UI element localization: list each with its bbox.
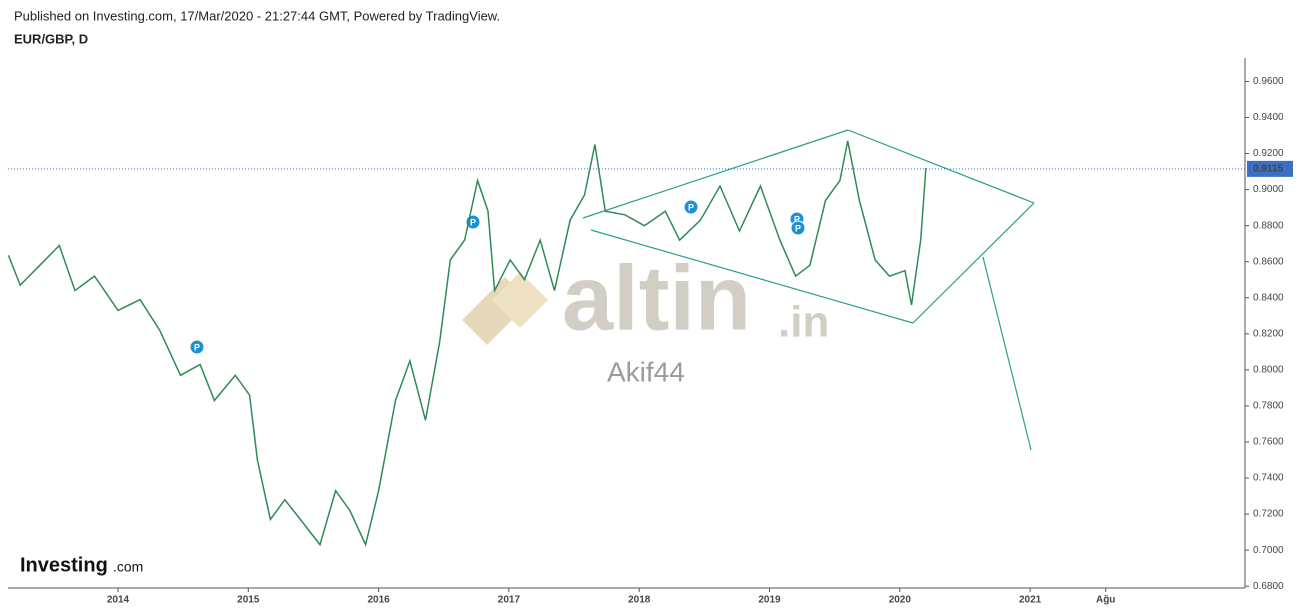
y-tick-label: 0.7000 xyxy=(1253,545,1284,556)
y-tick-label: 0.7200 xyxy=(1253,509,1284,520)
y-tick-label: 0.7400 xyxy=(1253,473,1284,484)
x-tick-label: Ağu xyxy=(1096,595,1115,606)
watermark: altin .in Akif44 xyxy=(462,247,829,387)
price-line xyxy=(7,140,927,547)
trend-line xyxy=(590,229,914,324)
trend-line xyxy=(582,129,849,219)
y-tick-label: 0.7600 xyxy=(1253,437,1284,448)
y-tick-label: 0.8000 xyxy=(1253,365,1284,376)
y-tick-label: 0.8400 xyxy=(1253,292,1284,303)
x-tick-label: 2016 xyxy=(367,595,390,606)
x-tick-label: 2018 xyxy=(628,595,651,606)
x-tick-label: 2020 xyxy=(889,595,912,606)
y-tick-label: 0.9600 xyxy=(1253,76,1284,87)
watermark-author: Akif44 xyxy=(607,356,685,387)
trend-line xyxy=(847,129,1035,204)
trend-line xyxy=(912,202,1035,324)
x-tick-label: 2019 xyxy=(758,595,781,606)
y-tick-label: 0.9200 xyxy=(1253,148,1284,159)
x-tick-label: 2014 xyxy=(107,595,130,606)
event-marker-label: P xyxy=(194,342,200,352)
x-tick-label: 2017 xyxy=(498,595,521,606)
y-tick-label: 0.9000 xyxy=(1253,184,1284,195)
event-marker-label: P xyxy=(470,217,476,227)
event-marker-label: P xyxy=(688,202,694,212)
watermark-tld: .in xyxy=(778,298,829,347)
published-note: Published on Investing.com, 17/Mar/2020 … xyxy=(14,8,500,23)
y-tick-label: 0.7800 xyxy=(1253,401,1284,412)
symbol: EUR/GBP, D xyxy=(14,31,88,46)
logo-suffix: .com xyxy=(113,559,143,575)
x-tick-label: 2015 xyxy=(237,595,260,606)
trend-line xyxy=(982,256,1032,451)
event-marker xyxy=(683,199,699,215)
event-marker-label: P xyxy=(794,214,800,224)
last-price-box xyxy=(1247,160,1293,177)
event-marker xyxy=(790,220,806,236)
y-tick-label: 0.9400 xyxy=(1253,112,1284,123)
logo-name: Investing xyxy=(20,554,108,576)
y-tick-label: 0.8600 xyxy=(1253,256,1284,267)
y-tick-label: 0.8800 xyxy=(1253,220,1284,231)
logo: Investing .com xyxy=(20,554,143,576)
last-price-label: 0.9115 xyxy=(1253,164,1283,175)
y-tick-label: 0.8200 xyxy=(1253,328,1284,339)
y-tick-label: 0.6800 xyxy=(1253,581,1284,592)
watermark-logo xyxy=(492,272,548,328)
event-marker xyxy=(189,339,205,355)
trend-lines xyxy=(582,129,1035,451)
event-marker-label: P xyxy=(795,223,801,233)
x-tick-label: 2021 xyxy=(1019,595,1042,606)
watermark-brand: altin xyxy=(562,247,751,349)
